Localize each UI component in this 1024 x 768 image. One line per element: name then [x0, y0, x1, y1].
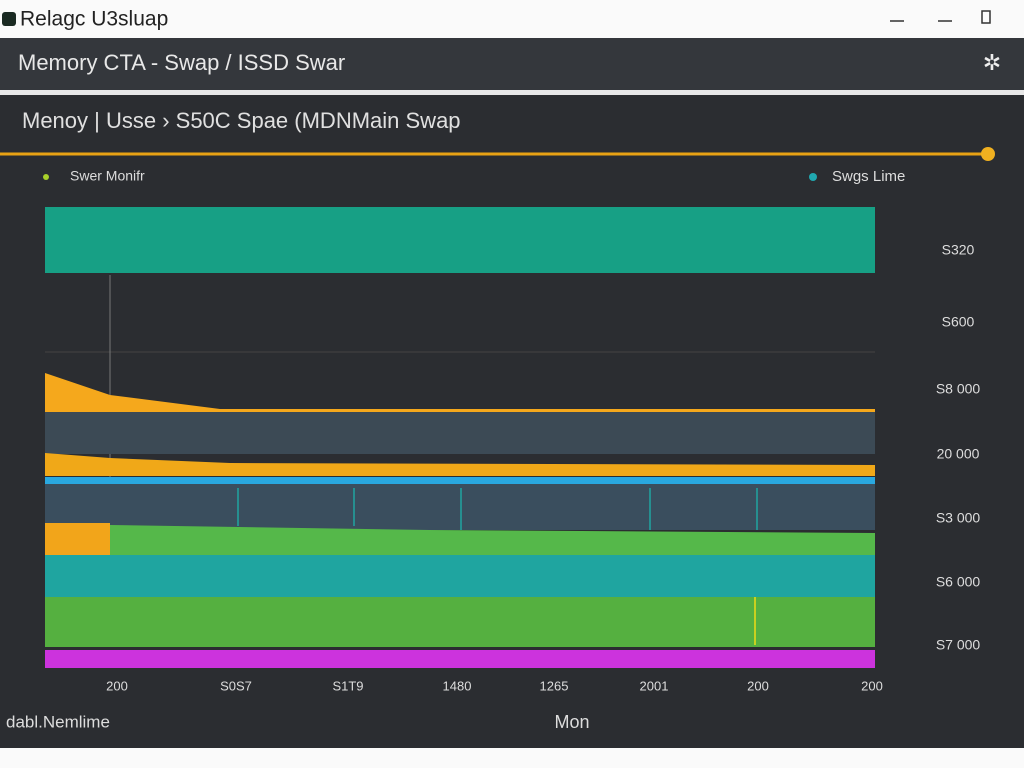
band — [45, 555, 875, 597]
maximize-button[interactable] — [981, 10, 991, 24]
right-label: S6 000 — [936, 574, 981, 590]
tab-header — [0, 38, 1024, 90]
band — [45, 484, 875, 530]
slider-handle[interactable] — [981, 147, 995, 161]
right-label: S600 — [942, 314, 975, 330]
divider — [0, 90, 1024, 95]
bottom-label: 1265 — [540, 678, 569, 693]
right-label: S320 — [942, 242, 975, 258]
chart-bands — [45, 207, 875, 668]
right-label: S3 000 — [936, 510, 981, 526]
band — [45, 597, 875, 647]
panel-title: Menoy | Usse › S50C Spae (MDNMain Swap — [22, 108, 461, 133]
band — [45, 412, 875, 454]
band — [45, 453, 875, 476]
legend-label: Swgs Lime — [832, 168, 905, 185]
band — [45, 207, 875, 273]
settings-icon[interactable]: ✲ — [983, 50, 1001, 75]
bottom-label: 1480 — [443, 678, 472, 693]
right-label: 20 000 — [937, 446, 980, 462]
legend-dot — [43, 174, 49, 180]
bottom-label: 200 — [861, 678, 883, 693]
band — [45, 650, 875, 668]
band — [45, 523, 110, 555]
tick-lines — [237, 488, 758, 530]
bottom-label: 200 — [747, 678, 769, 693]
status-bar — [0, 748, 1024, 768]
window-title: Relagc U3sluap — [20, 8, 168, 31]
legend-dot — [809, 173, 817, 181]
footer-label: dabl.Nemlime — [6, 712, 110, 731]
right-label: S7 000 — [936, 637, 981, 653]
bottom-label: S1T9 — [332, 678, 363, 693]
legend-label: Swer Monifr — [70, 168, 145, 184]
axis-labels: S320 S600 S8 000 20 000 S3 000 S6 000 S7 000 20… — [106, 242, 980, 694]
title-bar — [0, 0, 1024, 38]
footer-label: Mon — [554, 712, 589, 732]
right-label: S8 000 — [936, 381, 981, 397]
bottom-label: 2001 — [640, 678, 669, 693]
tab-title: Memory CTA - Swap / ISSD Swar — [18, 50, 345, 75]
band — [110, 525, 875, 555]
app-icon — [2, 12, 16, 26]
band — [45, 477, 875, 484]
bottom-label: S0S7 — [220, 678, 252, 693]
bottom-label: 200 — [106, 678, 128, 693]
band — [45, 373, 875, 412]
